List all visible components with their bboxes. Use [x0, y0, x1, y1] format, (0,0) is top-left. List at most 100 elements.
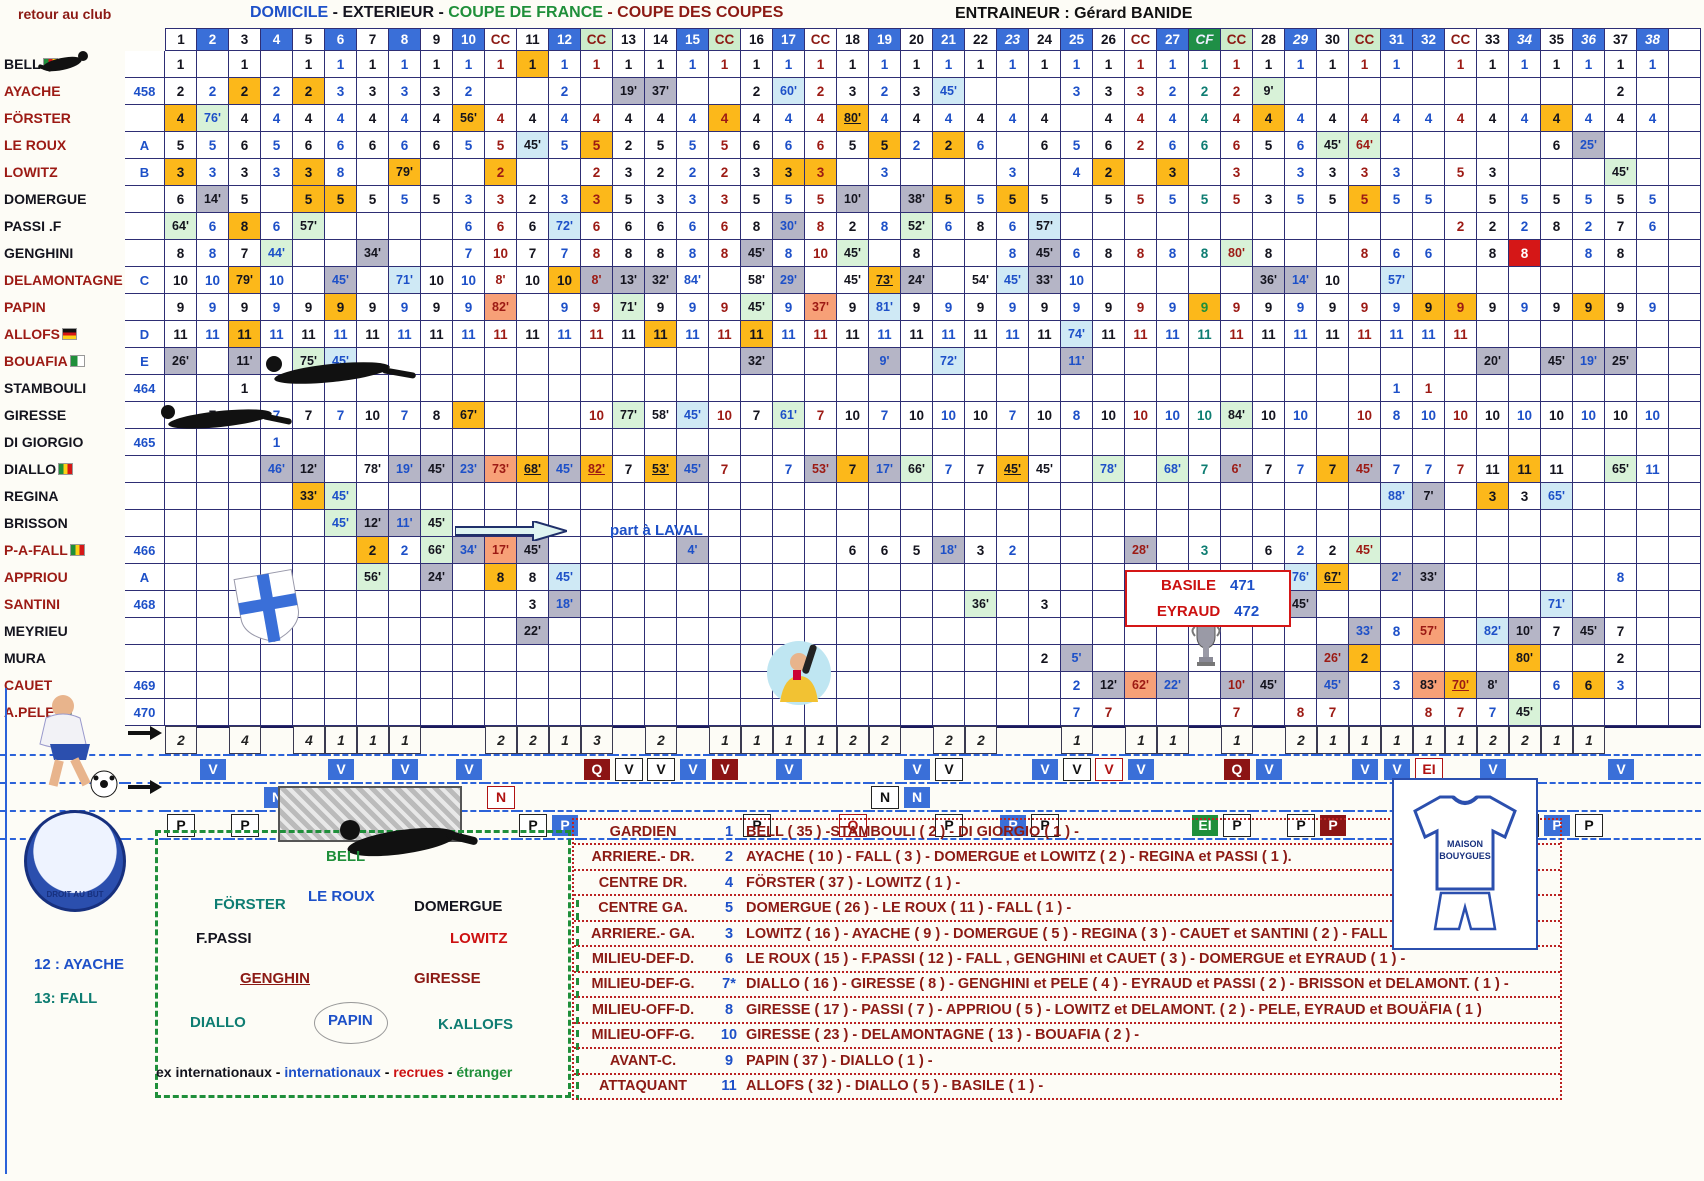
grid-cell	[645, 699, 677, 726]
grid-cell	[1413, 348, 1445, 375]
player-name: DOMERGUE	[4, 191, 87, 207]
grid-cell	[581, 591, 613, 618]
grid-cell: 6	[1573, 672, 1605, 699]
grid-cell: 7	[1605, 618, 1637, 645]
grid-cell	[997, 699, 1029, 726]
back-to-club-link[interactable]: retour au club	[18, 6, 112, 22]
shirt-number: 11	[721, 1078, 737, 1095]
grid-cell: 7	[1413, 456, 1445, 483]
grid-cell	[1189, 213, 1221, 240]
grid-cell: 2	[1157, 78, 1189, 105]
player-number	[125, 618, 165, 645]
grid-cell	[1637, 267, 1669, 294]
grid-cell	[1349, 672, 1381, 699]
grid-cell: 14'	[1285, 267, 1317, 294]
result-cell	[677, 782, 709, 810]
grid-cell	[581, 672, 613, 699]
grid-cell	[1637, 564, 1669, 591]
grid-cell: 7	[805, 402, 837, 429]
grid-cell	[709, 591, 741, 618]
result-cell: N	[485, 782, 517, 810]
result-cell: EI	[1413, 754, 1445, 782]
result-cell	[165, 782, 197, 810]
result-cell: V	[1061, 754, 1093, 782]
goals-count-cell	[1093, 726, 1125, 754]
grid-cell	[165, 537, 197, 564]
grid-cell	[1221, 510, 1253, 537]
result-cell	[869, 754, 901, 782]
grid-cell	[1285, 240, 1317, 267]
grid-cell	[1445, 618, 1477, 645]
grid-cell	[517, 78, 549, 105]
grid-cell: 2	[1029, 645, 1061, 672]
result-cell: V	[1253, 754, 1285, 782]
result-cell	[805, 782, 837, 810]
grid-cell	[965, 510, 997, 537]
grid-cell: 1	[261, 429, 293, 456]
grid-cell	[901, 375, 933, 402]
goals-count-cell: 1	[773, 726, 805, 754]
result-cell	[517, 782, 549, 810]
grid-cell: 9	[837, 294, 869, 321]
grid-cell: 4	[1221, 105, 1253, 132]
grid-cell	[709, 645, 741, 672]
grid-cell: 6	[933, 213, 965, 240]
grid-cell	[1509, 348, 1541, 375]
grid-cell	[421, 672, 453, 699]
grid-cell	[1413, 591, 1445, 618]
grid-cell: 4	[1125, 105, 1157, 132]
grid-cell	[1093, 483, 1125, 510]
shirt-number: 6	[724, 950, 734, 967]
grid-cell	[773, 510, 805, 537]
grid-cell: 6	[1221, 132, 1253, 159]
grid-cell	[549, 645, 581, 672]
grid-cell	[869, 510, 901, 537]
grid-cell: 1	[293, 51, 325, 78]
grid-cell	[933, 159, 965, 186]
grid-cell: 4	[1445, 105, 1477, 132]
player-name: SANTINI	[4, 596, 60, 612]
grid-cell: 3	[837, 78, 869, 105]
grid-cell: 4	[1509, 105, 1541, 132]
grid-cell: 10	[485, 240, 517, 267]
grid-cell: 45'	[1509, 699, 1541, 726]
grid-cell: 79'	[229, 267, 261, 294]
grid-cell	[1157, 699, 1189, 726]
grid-cell: 6	[1413, 240, 1445, 267]
grid-cell: 8	[229, 213, 261, 240]
grid-cell: 77'	[613, 402, 645, 429]
grid-cell: 24'	[421, 564, 453, 591]
grid-cell	[1157, 510, 1189, 537]
grid-cell: 11	[1029, 321, 1061, 348]
result-cell	[421, 754, 453, 782]
grid-cell	[1669, 213, 1701, 240]
grid-cell: 3	[1509, 483, 1541, 510]
matchday-header: CC	[1221, 28, 1253, 51]
grid-cell	[1381, 591, 1413, 618]
result-cell	[1317, 754, 1349, 782]
grid-cell	[581, 699, 613, 726]
grid-cell	[1605, 483, 1637, 510]
grid-cell	[1669, 267, 1701, 294]
grid-cell: 68'	[1157, 456, 1189, 483]
grid-cell: 30'	[773, 213, 805, 240]
player-status-legend: ex internationaux - internationaux - rec…	[156, 1064, 513, 1080]
grid-cell: 1	[549, 51, 581, 78]
grid-cell	[1605, 699, 1637, 726]
grid-cell: 9	[1541, 294, 1573, 321]
grid-cell: 6	[997, 213, 1029, 240]
grid-cell: 76'	[197, 105, 229, 132]
shirt-number: 1	[724, 823, 734, 840]
grid-cell: 9	[1637, 294, 1669, 321]
grid-cell: 5	[1285, 186, 1317, 213]
formation-diagram	[155, 830, 571, 1098]
grid-cell: 57'	[293, 213, 325, 240]
grid-cell: 9	[965, 294, 997, 321]
grid-cell	[197, 564, 229, 591]
grid-cell: 84'	[677, 267, 709, 294]
grid-cell	[933, 645, 965, 672]
jersey-graphic: MAISON BOUYGUES	[1392, 778, 1538, 950]
grid-cell	[1093, 213, 1125, 240]
grid-cell: 45'	[1349, 456, 1381, 483]
grid-cell	[1029, 78, 1061, 105]
